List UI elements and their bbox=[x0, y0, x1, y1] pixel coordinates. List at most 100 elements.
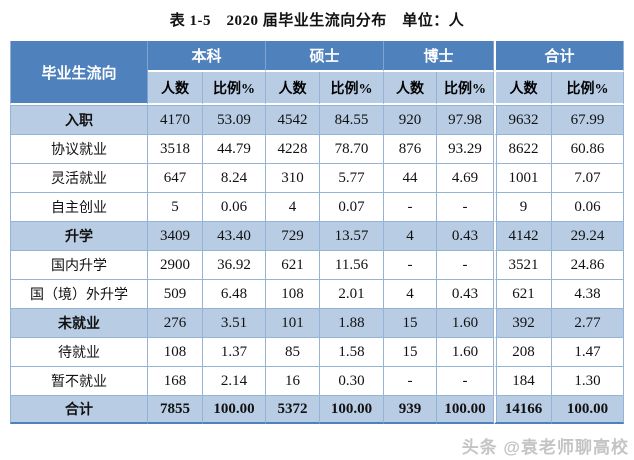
value-cell: 729 bbox=[266, 222, 321, 251]
row-label: 暂不就业 bbox=[10, 367, 148, 396]
table-row: 国内升学 2900 36.92 621 11.56- -3521 24.86 bbox=[10, 251, 625, 280]
row-label: 自主创业 bbox=[10, 193, 148, 222]
value-cell: 4170 bbox=[148, 105, 203, 135]
value-cell: 3521 bbox=[494, 251, 553, 280]
value-cell: 920 bbox=[384, 105, 438, 135]
value-cell: 13.57 bbox=[320, 222, 385, 251]
value-cell: 621 bbox=[266, 251, 321, 280]
value-cell: 0.43 bbox=[437, 222, 495, 251]
value-cell: - bbox=[437, 251, 495, 280]
sub-header-cell: 人数 bbox=[384, 72, 438, 105]
table-row: 升学 3409 43.40 729 13.57 4 0.43 4142 29.24 bbox=[10, 222, 625, 251]
value-cell: 2.01 bbox=[320, 280, 385, 309]
value-cell: 9 bbox=[494, 193, 553, 222]
value-cell: 78.70 bbox=[320, 135, 385, 164]
value-cell: 29.24 bbox=[552, 222, 625, 251]
value-cell: 60.86 bbox=[552, 135, 625, 164]
value-cell: 392 bbox=[494, 309, 553, 338]
value-cell: - bbox=[384, 251, 438, 280]
row-label: 国（境）外升学 bbox=[10, 280, 148, 309]
row-header-cell: 毕业生流向 bbox=[10, 41, 148, 105]
sub-header-cell: 人数 bbox=[494, 72, 553, 105]
value-cell: 4 bbox=[266, 193, 321, 222]
value-cell: 0.06 bbox=[552, 193, 625, 222]
value-cell: 1.37 bbox=[203, 338, 267, 367]
column-group-heji: 合计 bbox=[494, 41, 625, 72]
value-cell: 5.77 bbox=[320, 164, 385, 193]
value-cell: 100.00 bbox=[552, 396, 625, 424]
value-cell: 0.30 bbox=[320, 367, 385, 396]
value-cell: 509 bbox=[148, 280, 203, 309]
value-cell: 67.99 bbox=[552, 105, 625, 135]
table-row: 国（境）外升学 509 6.48 108 2.01 4 0.43 621 4.38 bbox=[10, 280, 625, 309]
value-cell: 4 bbox=[384, 222, 438, 251]
value-cell: - bbox=[437, 193, 495, 222]
value-cell: 208 bbox=[494, 338, 553, 367]
value-cell: 1001 bbox=[494, 164, 553, 193]
value-cell: - bbox=[384, 367, 438, 396]
value-cell: 4228 bbox=[266, 135, 321, 164]
value-cell: 3.51 bbox=[203, 309, 267, 338]
value-cell: 108 bbox=[266, 280, 321, 309]
value-cell: 2.77 bbox=[552, 309, 625, 338]
value-cell: 93.29 bbox=[437, 135, 495, 164]
value-cell: 2.14 bbox=[203, 367, 267, 396]
value-cell: 0.06 bbox=[203, 193, 267, 222]
sub-header-cell: 人数 bbox=[148, 72, 203, 105]
value-cell: 621 bbox=[494, 280, 553, 309]
value-cell: 3518 bbox=[148, 135, 203, 164]
value-cell: 100.00 bbox=[320, 396, 385, 424]
value-cell: 8622 bbox=[494, 135, 553, 164]
page-title: 表 1-5 2020 届毕业生流向分布 单位：人 bbox=[169, 13, 465, 29]
sub-header-cell: 人数 bbox=[266, 72, 321, 105]
value-cell: 4 bbox=[384, 280, 438, 309]
row-label: 待就业 bbox=[10, 338, 148, 367]
value-cell: 184 bbox=[494, 367, 553, 396]
value-cell: 6.48 bbox=[203, 280, 267, 309]
value-cell: 108 bbox=[148, 338, 203, 367]
toutiao-watermark: 头条 @袁老师聊高校 bbox=[461, 438, 629, 457]
column-group-benke: 本科 bbox=[148, 41, 267, 72]
table-row: 灵活就业 647 8.24 310 5.77 44 4.69 1001 7.07 bbox=[10, 164, 625, 193]
value-cell: 939 bbox=[384, 396, 438, 424]
value-cell: 100.00 bbox=[437, 396, 495, 424]
header-sub-row: 人数 比例% 人数 比例% 人数 比例% 人数 比例% bbox=[10, 72, 625, 105]
value-cell: 84.55 bbox=[320, 105, 385, 135]
value-cell: 5 bbox=[148, 193, 203, 222]
value-cell: 310 bbox=[266, 164, 321, 193]
row-label: 入职 bbox=[10, 105, 148, 135]
table-row: 自主创业 5 0.06 4 0.07- -9 0.06 bbox=[10, 193, 625, 222]
value-cell: 15 bbox=[384, 338, 438, 367]
row-label: 升学 bbox=[10, 222, 148, 251]
table-row: 暂不就业 168 2.14 16 0.30- -184 1.30 bbox=[10, 367, 625, 396]
value-cell: 1.47 bbox=[552, 338, 625, 367]
row-label: 国内升学 bbox=[10, 251, 148, 280]
row-label: 协议就业 bbox=[10, 135, 148, 164]
value-cell: 0.07 bbox=[320, 193, 385, 222]
value-cell: 97.98 bbox=[437, 105, 495, 135]
value-cell: 100.00 bbox=[203, 396, 267, 424]
value-cell: 7.07 bbox=[552, 164, 625, 193]
row-label: 合计 bbox=[10, 396, 148, 424]
table-row: 待就业 108 1.37 85 1.58 15 1.60 208 1.47 bbox=[10, 338, 625, 367]
value-cell: 647 bbox=[148, 164, 203, 193]
value-cell: 876 bbox=[384, 135, 438, 164]
value-cell: 8.24 bbox=[203, 164, 267, 193]
value-cell: 85 bbox=[266, 338, 321, 367]
value-cell: - bbox=[384, 193, 438, 222]
value-cell: 44.79 bbox=[203, 135, 267, 164]
graduate-flow-table: 毕业生流向 本科 硕士 博士 合计 人数 比例% 人数 比例% 人数 比例% 人… bbox=[10, 41, 625, 424]
value-cell: 1.30 bbox=[552, 367, 625, 396]
sub-header-cell: 比例% bbox=[320, 72, 385, 105]
value-cell: 16 bbox=[266, 367, 321, 396]
table-row: 协议就业 3518 44.79 4228 78.70 876 93.29 8622 60.86 bbox=[10, 135, 625, 164]
column-group-boshi: 博士 bbox=[384, 41, 495, 72]
value-cell: 4.38 bbox=[552, 280, 625, 309]
value-cell: 53.09 bbox=[203, 105, 267, 135]
value-cell: 44 bbox=[384, 164, 438, 193]
value-cell: 11.56 bbox=[320, 251, 385, 280]
value-cell: 24.86 bbox=[552, 251, 625, 280]
value-cell: 1.60 bbox=[437, 309, 495, 338]
value-cell: 1.88 bbox=[320, 309, 385, 338]
header-group-row: 毕业生流向 本科 硕士 博士 合计 bbox=[10, 41, 625, 105]
